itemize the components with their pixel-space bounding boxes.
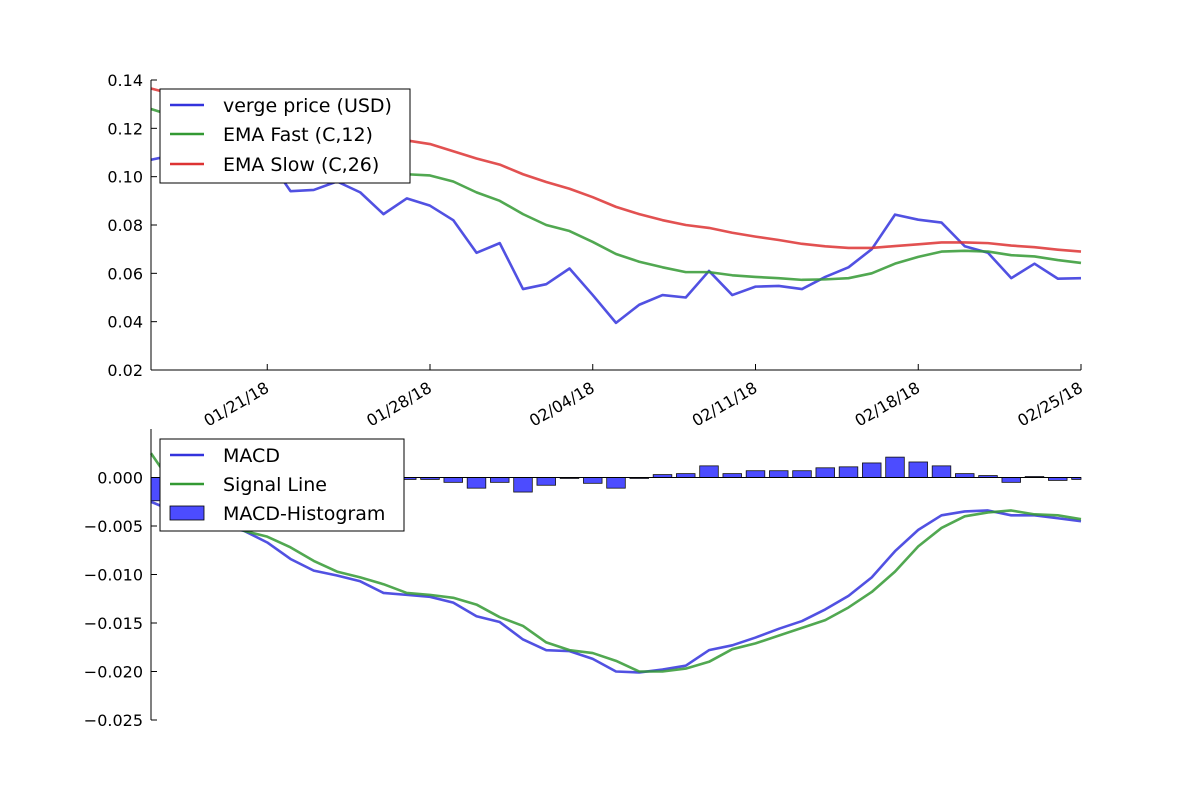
legend-label-macd: MACD	[223, 445, 280, 467]
histogram-bar	[745, 470, 766, 478]
macd-legend: MACD Signal Line MACD-Histogram	[159, 438, 405, 532]
histogram-bar	[862, 462, 882, 478]
y-tick-label: 0.14	[107, 71, 143, 90]
y-tick-label: 0.06	[107, 264, 143, 283]
histogram-bar	[676, 473, 696, 478]
y-tick-label: 0.12	[107, 119, 143, 138]
histogram-bar	[722, 473, 742, 478]
y-tick-label: −0.025	[84, 711, 143, 730]
histogram-bar	[513, 477, 533, 493]
legend-label-ema-slow: EMA Slow (C,26)	[223, 154, 379, 176]
histogram-bar	[490, 477, 510, 483]
histogram-bar	[955, 473, 975, 478]
legend-label-ema-fast: EMA Fast (C,12)	[223, 124, 373, 146]
histogram-bar	[769, 470, 789, 478]
histogram-bar	[606, 477, 626, 489]
histogram-bar	[583, 477, 603, 484]
histogram-bar	[885, 456, 905, 478]
legend-swatch-histogram	[169, 505, 205, 521]
macd-line	[150, 500, 1082, 674]
histogram-bar	[908, 461, 928, 478]
histogram-bar	[931, 465, 952, 478]
verge-price-usd-line	[150, 146, 1082, 325]
y-tick-label: −0.005	[84, 517, 143, 536]
price-legend: verge price (USD) EMA Fast (C,12) EMA Sl…	[159, 88, 411, 184]
histogram-bar	[466, 477, 487, 489]
y-tick-label: 0.10	[107, 168, 143, 187]
y-tick-label: 0.000	[97, 469, 143, 488]
signal-line-line	[149, 452, 1082, 673]
legend-label-histogram: MACD-Histogram	[223, 503, 385, 525]
y-tick-label: 0.02	[107, 361, 143, 380]
y-tick-label: 0.04	[107, 313, 143, 332]
macd-chart-panel: 0.000 −0.005 −0.010 −0.015 −0.020 −0.025 MACD…	[84, 429, 1082, 730]
histogram-bar	[536, 477, 556, 486]
y-tick-label: −0.015	[84, 614, 143, 633]
histogram-bar	[792, 470, 812, 478]
histogram-bar	[1001, 477, 1021, 483]
histogram-bar	[150, 477, 161, 502]
y-tick-label: −0.020	[84, 663, 143, 682]
histogram-bar	[699, 465, 719, 478]
legend-label-signal: Signal Line	[223, 474, 327, 496]
y-tick-label: 0.08	[107, 216, 143, 235]
histogram-bar	[443, 477, 463, 483]
histogram-bar	[815, 467, 835, 478]
legend-label-price: verge price (USD)	[223, 95, 392, 117]
y-tick-label: −0.010	[84, 566, 143, 585]
histogram-bar	[838, 466, 859, 478]
